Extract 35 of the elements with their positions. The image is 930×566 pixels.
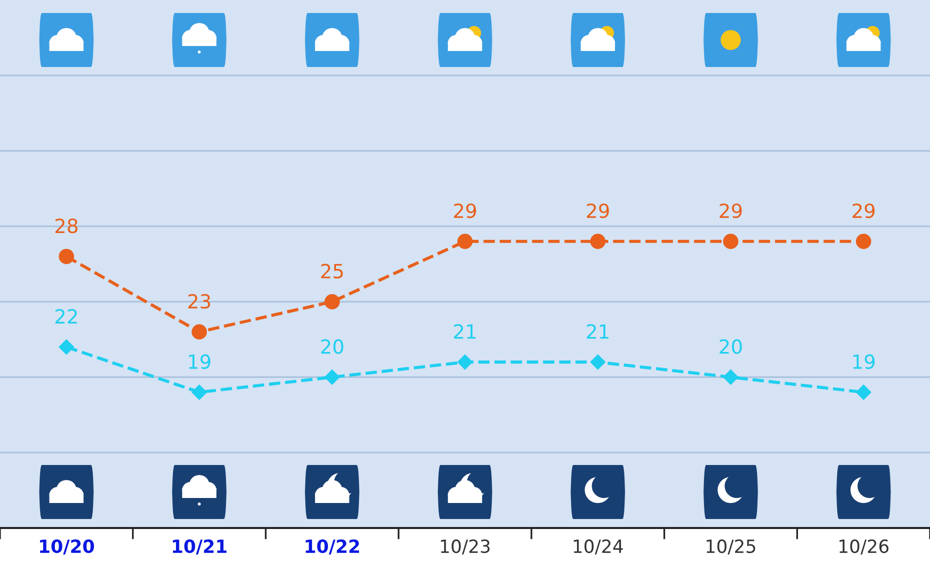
data-label: 21 xyxy=(586,324,608,339)
x-tick-label: 10/20 xyxy=(40,539,94,555)
x-tick-label: 10/24 xyxy=(574,539,623,555)
point xyxy=(590,234,606,250)
x-tick-label: 10/26 xyxy=(840,539,888,555)
x-tick-label: 10/25 xyxy=(706,539,756,555)
point xyxy=(723,234,738,250)
data-label: 29 xyxy=(586,203,609,218)
point xyxy=(856,384,872,400)
data-label: 28 xyxy=(55,218,78,234)
point xyxy=(457,234,473,250)
data-label: 25 xyxy=(321,264,343,279)
data-label: 23 xyxy=(188,294,210,309)
point xyxy=(723,370,738,385)
data-label: 20 xyxy=(720,339,742,354)
point xyxy=(590,354,606,370)
data-label: 20 xyxy=(321,339,344,354)
x-tick-label: 10/21 xyxy=(172,539,226,555)
data-label: 29 xyxy=(454,203,476,218)
data-label: 29 xyxy=(852,203,875,218)
data-label: 21 xyxy=(454,324,476,339)
point xyxy=(192,384,207,400)
x-tick-label: 10/23 xyxy=(440,539,490,555)
point xyxy=(58,248,74,264)
point xyxy=(192,324,207,340)
point xyxy=(457,354,473,370)
point xyxy=(324,370,340,385)
point xyxy=(58,339,74,355)
data-label: 29 xyxy=(720,203,742,218)
data-label: 19 xyxy=(189,354,210,370)
x-tick-label: 10/22 xyxy=(306,539,359,555)
point xyxy=(324,294,340,310)
data-label: 19 xyxy=(853,354,875,370)
point xyxy=(856,234,872,250)
data-label: 22 xyxy=(55,309,77,324)
